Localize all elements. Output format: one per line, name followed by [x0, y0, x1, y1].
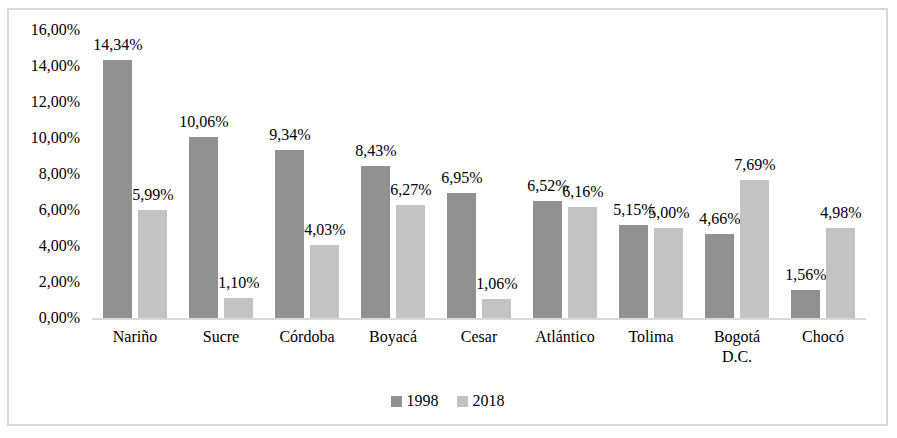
x-category-label: Atlántico: [521, 327, 609, 347]
bar-1998: [791, 290, 820, 318]
y-tick-label: 6,00%: [0, 200, 80, 220]
bar-value-label: 1,06%: [462, 274, 532, 294]
x-category-label: Chocó: [779, 327, 867, 347]
x-category-label: Bogotá D.C.: [693, 327, 781, 367]
x-category-label: Córdoba: [263, 327, 351, 347]
bar-value-label: 14,34%: [83, 35, 153, 55]
y-tick-label: 2,00%: [0, 272, 80, 292]
y-tick-label: 12,00%: [0, 92, 80, 112]
legend-swatch-2018-icon: [457, 396, 468, 407]
bar-2018: [482, 299, 511, 318]
y-tick-label: 16,00%: [0, 20, 80, 40]
bar-value-label: 6,16%: [548, 182, 618, 202]
legend-swatch-1998-icon: [391, 396, 402, 407]
bar-2018: [224, 298, 253, 318]
bar-value-label: 1,10%: [204, 273, 274, 293]
bar-1998: [533, 201, 562, 318]
x-category-label: Nariño: [91, 327, 179, 347]
y-tick-label: 4,00%: [0, 236, 80, 256]
legend-item-2018: 2018: [457, 391, 505, 411]
bar-value-label: 9,34%: [255, 125, 325, 145]
legend-label-2018: 2018: [473, 391, 505, 411]
legend-label-1998: 1998: [407, 391, 439, 411]
y-tick-label: 0,00%: [0, 308, 80, 328]
bar-value-label: 4,98%: [806, 203, 876, 223]
bar-chart: 0,00% 2,00% 4,00% 6,00% 8,00% 10,00% 12,00% 14,…: [0, 0, 897, 438]
bar-value-label: 4,03%: [290, 220, 360, 240]
bar-2018: [654, 228, 683, 318]
x-axis-line: [92, 318, 866, 320]
y-tick-label: 10,00%: [0, 128, 80, 148]
bar-value-label: 7,69%: [720, 155, 790, 175]
y-tick-label: 14,00%: [0, 56, 80, 76]
bar-value-label: 8,43%: [341, 141, 411, 161]
bar-1998: [705, 234, 734, 318]
bar-value-label: 5,99%: [118, 185, 188, 205]
bar-2018: [310, 245, 339, 318]
bar-value-label: 6,95%: [427, 168, 497, 188]
x-category-label: Boyacá: [349, 327, 437, 347]
bar-2018: [396, 205, 425, 318]
x-category-label: Cesar: [435, 327, 523, 347]
legend: 1998 2018: [7, 391, 888, 411]
bar-value-label: 10,06%: [169, 112, 239, 132]
bar-2018: [568, 207, 597, 318]
bar-2018: [740, 180, 769, 318]
bar-1998: [619, 225, 648, 318]
bar-2018: [826, 228, 855, 318]
bar-2018: [138, 210, 167, 318]
legend-item-1998: 1998: [391, 391, 439, 411]
x-category-label: Tolima: [607, 327, 695, 347]
y-tick-label: 8,00%: [0, 164, 80, 184]
x-category-label: Sucre: [177, 327, 265, 347]
bar-1998: [447, 193, 476, 318]
